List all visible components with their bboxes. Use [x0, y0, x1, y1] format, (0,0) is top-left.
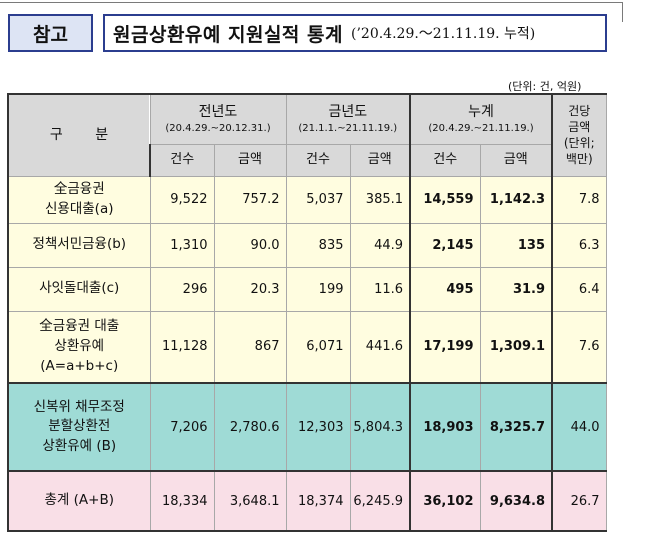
header-cumulative-title: 누계	[468, 104, 494, 121]
row-label: 정책서민금융(b)	[7, 222, 151, 268]
table-row: 사잇돌대출(c) 296 20.3 199 11.6 495 31.9 6.4	[7, 266, 607, 312]
prev-count-cell: 1,310	[149, 222, 215, 268]
cur-count-cell: 199	[285, 266, 351, 312]
reference-label: 참고	[33, 23, 68, 46]
cur-amount-cell: 385.1	[349, 175, 411, 224]
per-case-cell: 44.0	[551, 382, 607, 472]
header-prev-year-range: (20.4.29.~20.12.31.)	[165, 122, 271, 134]
cur-amount-cell: 6,245.9	[349, 470, 411, 532]
cum-count-cell: 2,145	[409, 222, 481, 268]
cur-count-cell: 5,037	[285, 175, 351, 224]
page-right-rule	[622, 2, 623, 22]
table-row: 총계 (A+B) 18,334 3,648.1 18,374 6,245.9 3…	[7, 470, 607, 532]
cur-count-cell: 18,374	[285, 470, 351, 532]
cur-count-cell: 12,303	[285, 382, 351, 472]
prev-count-cell: 18,334	[149, 470, 215, 532]
cur-amount-cell: 441.6	[349, 310, 411, 384]
cum-amount-cell: 1,142.3	[479, 175, 553, 224]
cum-count-cell: 18,903	[409, 382, 481, 472]
row-label: 사잇돌대출(c)	[7, 266, 151, 312]
cur-count-cell: 6,071	[285, 310, 351, 384]
table-row: 정책서민금융(b) 1,310 90.0 835 44.9 2,145 135 …	[7, 222, 607, 268]
header-cumulative-range: (20.4.29.~21.11.19.)	[428, 122, 534, 134]
title-period: (’20.4.29.～21.11.19. 누적)	[351, 26, 536, 42]
reference-label-box: 참고	[8, 14, 93, 52]
cum-amount-cell: 1,309.1	[479, 310, 553, 384]
table-row: 신복위 채무조정 분할상환전 상환유예 (B) 7,206 2,780.6 12…	[7, 382, 607, 472]
header-cumulative: 누계 (20.4.29.~21.11.19.)	[409, 93, 553, 145]
header-cum-count: 건수	[409, 143, 481, 177]
prev-amount-cell: 20.3	[213, 266, 287, 312]
header-cur-count: 건수	[285, 143, 351, 177]
header-prev-count: 건수	[149, 143, 215, 177]
cum-amount-cell: 9,634.8	[479, 470, 553, 532]
header-per-case: 건당 금액 (단위; 백만)	[551, 93, 607, 177]
per-case-cell: 7.6	[551, 310, 607, 384]
table-row: 全금융권 신용대출(a) 9,522 757.2 5,037 385.1 14,…	[7, 175, 607, 224]
row-label: 신복위 채무조정 분할상환전 상환유예 (B)	[7, 382, 151, 472]
header-prev-year: 전년도 (20.4.29.~20.12.31.)	[149, 93, 287, 145]
prev-amount-cell: 867	[213, 310, 287, 384]
prev-amount-cell: 3,648.1	[213, 470, 287, 532]
cum-count-cell: 14,559	[409, 175, 481, 224]
per-case-cell: 6.4	[551, 266, 607, 312]
cur-amount-cell: 5,804.3	[349, 382, 411, 472]
header-cur-amount: 금액	[349, 143, 411, 177]
cum-count-cell: 36,102	[409, 470, 481, 532]
row-label: 全금융권 대출 상환유예 (A=a+b+c)	[7, 310, 151, 384]
unit-note: (단위: 건, 억원)	[508, 80, 582, 93]
cum-amount-cell: 31.9	[479, 266, 553, 312]
prev-amount-cell: 757.2	[213, 175, 287, 224]
cum-amount-cell: 135	[479, 222, 553, 268]
header-this-year: 금년도 (21.1.1.~21.11.19.)	[285, 93, 411, 145]
stats-table: 구 분 전년도 (20.4.29.~20.12.31.) 금년도 (21.1.1…	[7, 93, 607, 532]
page-top-rule	[0, 2, 623, 3]
table-row: 全금융권 대출 상환유예 (A=a+b+c) 11,128 867 6,071 …	[7, 310, 607, 384]
row-label: 全금융권 신용대출(a)	[7, 175, 151, 224]
header-gubun: 구 분	[7, 93, 151, 177]
cur-amount-cell: 44.9	[349, 222, 411, 268]
header-prev-year-title: 전년도	[198, 104, 238, 121]
prev-amount-cell: 90.0	[213, 222, 287, 268]
document-title: 원금상환유예 지원실적 통계	[113, 23, 343, 46]
per-case-cell: 7.8	[551, 175, 607, 224]
cur-amount-cell: 11.6	[349, 266, 411, 312]
prev-count-cell: 11,128	[149, 310, 215, 384]
header-prev-amount: 금액	[213, 143, 287, 177]
prev-count-cell: 7,206	[149, 382, 215, 472]
title-box: 원금상환유예 지원실적 통계 (’20.4.29.～21.11.19. 누적)	[103, 14, 607, 52]
header-this-year-range: (21.1.1.~21.11.19.)	[298, 122, 398, 134]
prev-count-cell: 9,522	[149, 175, 215, 224]
cum-amount-cell: 8,325.7	[479, 382, 553, 472]
per-case-cell: 26.7	[551, 470, 607, 532]
prev-count-cell: 296	[149, 266, 215, 312]
row-label: 총계 (A+B)	[7, 470, 151, 532]
per-case-cell: 6.3	[551, 222, 607, 268]
cur-count-cell: 835	[285, 222, 351, 268]
header-cum-amount: 금액	[479, 143, 553, 177]
prev-amount-cell: 2,780.6	[213, 382, 287, 472]
cum-count-cell: 17,199	[409, 310, 481, 384]
header-this-year-title: 금년도	[328, 104, 368, 121]
cum-count-cell: 495	[409, 266, 481, 312]
